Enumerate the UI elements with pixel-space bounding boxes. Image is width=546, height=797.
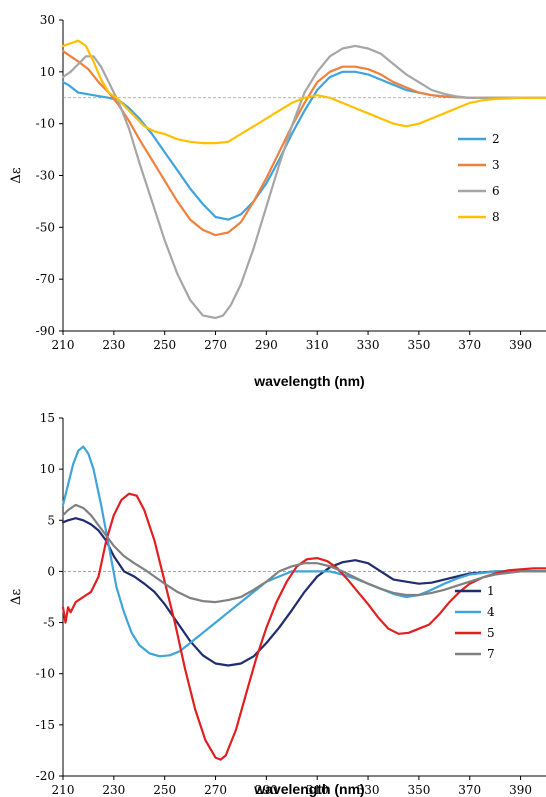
y-tick-label: 5 (47, 513, 55, 527)
x-tick-label: 390 (509, 338, 532, 352)
y-tick-label: -5 (43, 616, 55, 630)
x-tick-label: 210 (52, 338, 75, 352)
legend-label-5: 5 (487, 626, 495, 640)
x-tick-label: 390 (509, 783, 532, 797)
y-tick-label: -20 (36, 769, 55, 783)
y-tick-label: 15 (40, 411, 55, 425)
x-tick-label: 330 (357, 783, 380, 797)
legend-label-6: 6 (492, 184, 500, 198)
y-tick-label: 30 (40, 13, 55, 27)
y-tick-label: -90 (36, 324, 55, 338)
legend: 1 4 5 7 (455, 584, 495, 661)
x-tick-label: 350 (407, 338, 430, 352)
x-tick-label: 310 (306, 338, 329, 352)
legend-label-4: 4 (487, 605, 495, 619)
series-line-4 (61, 445, 546, 658)
series-line-5 (61, 492, 546, 761)
x-tick-label: 230 (102, 783, 125, 797)
y-tick-label: -15 (36, 718, 55, 732)
x-tick-label: 310 (306, 783, 329, 797)
series-line-8 (61, 39, 546, 145)
legend: 2 3 6 8 (458, 132, 500, 224)
x-tick-label: 250 (153, 783, 176, 797)
legend-label-3: 3 (492, 158, 500, 172)
y-axis-title: Δε (9, 167, 24, 183)
series-line-1 (61, 517, 546, 667)
y-axis-title: Δε (9, 589, 24, 605)
x-tick-label: 270 (204, 338, 227, 352)
legend-label-8: 8 (492, 210, 500, 224)
y-tick-label: -10 (36, 667, 55, 681)
chart-top-panel: -90 -70 -50 -30 -10 10 30 210 230 250 270 290 310 330… (9, 13, 546, 389)
x-tick-label: 210 (52, 783, 75, 797)
series-line-3 (61, 50, 546, 237)
x-tick-label: 370 (458, 783, 481, 797)
x-tick-label: 290 (255, 783, 278, 797)
legend-label-1: 1 (487, 584, 495, 598)
y-tick-label: -30 (36, 169, 55, 183)
legend-label-2: 2 (492, 132, 500, 146)
x-tick-label: 250 (153, 338, 176, 352)
y-tick-label: 10 (40, 462, 55, 476)
x-tick-label: 270 (204, 783, 227, 797)
x-axis-title: wavelength (nm) (253, 373, 364, 389)
legend-label-7: 7 (487, 647, 495, 661)
x-tick-label: 290 (255, 338, 278, 352)
x-tick-label: 230 (102, 338, 125, 352)
y-tick-label: 0 (47, 564, 55, 578)
x-tick-label: 350 (407, 783, 430, 797)
series-line-6 (61, 44, 546, 320)
series-line-7 (61, 503, 546, 604)
x-tick-label: 330 (357, 338, 380, 352)
y-tick-label: 10 (40, 65, 55, 79)
x-tick-label: 370 (458, 338, 481, 352)
y-tick-label: -70 (36, 272, 55, 286)
y-tick-label: -50 (36, 220, 55, 234)
x-axis-title: wavelength (nm) (253, 781, 364, 797)
y-tick-label: -10 (36, 117, 55, 131)
